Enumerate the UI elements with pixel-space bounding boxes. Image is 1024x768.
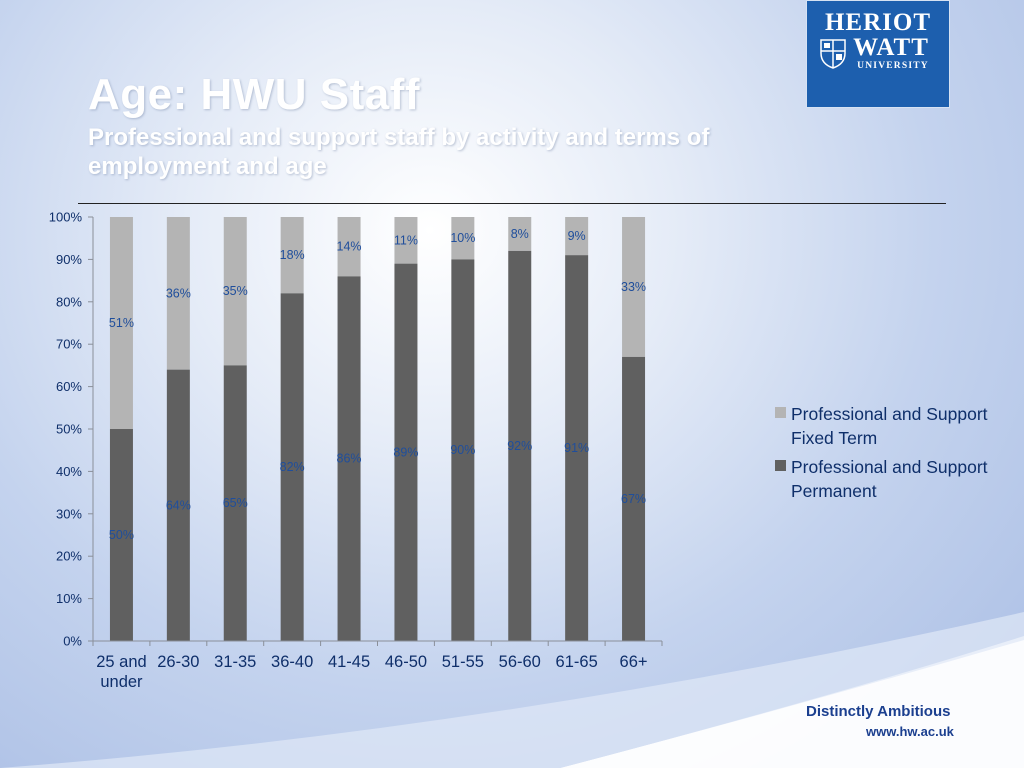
bar-fixed-term — [622, 217, 646, 357]
data-label-permanent: 64% — [166, 498, 191, 512]
bar-permanent — [451, 259, 475, 641]
y-tick-label: 20% — [56, 549, 82, 564]
data-label-permanent: 91% — [564, 441, 589, 455]
bar-permanent — [109, 429, 133, 641]
crest-icon — [820, 39, 846, 69]
data-label-permanent: 89% — [393, 445, 418, 459]
data-label-fixed-term: 14% — [337, 240, 362, 254]
legend-swatch-fixed-term — [775, 407, 786, 418]
y-tick-label: 40% — [56, 464, 82, 479]
legend-label-fixed-term: Professional and Support Fixed Term — [791, 404, 988, 448]
bar-permanent — [622, 356, 646, 641]
footer-tagline: Distinctly Ambitious — [806, 703, 951, 720]
logo-line1: HERIOT — [824, 9, 932, 36]
bar-permanent — [223, 365, 247, 641]
y-tick-label: 70% — [56, 337, 82, 352]
data-label-fixed-term: 10% — [450, 231, 475, 245]
data-label-permanent: 67% — [621, 492, 646, 506]
x-tick-label: 61-65 — [556, 653, 598, 671]
bar-fixed-term — [451, 217, 475, 260]
data-label-permanent: 92% — [507, 439, 532, 453]
bar-permanent — [166, 369, 190, 641]
x-tick-label: under — [100, 673, 143, 691]
legend-label-permanent: Professional and Support Permanent — [791, 457, 988, 501]
data-label-fixed-term: 35% — [223, 284, 248, 298]
data-label-permanent: 86% — [337, 452, 362, 466]
bar-permanent — [337, 276, 361, 641]
y-tick-label: 10% — [56, 591, 82, 606]
bar-fixed-term — [565, 217, 589, 256]
x-tick-label: 46-50 — [385, 653, 427, 671]
y-tick-label: 0% — [63, 634, 82, 649]
title-divider — [78, 203, 946, 204]
y-tick-label: 30% — [56, 506, 82, 521]
logo-line3: UNIVERSITY — [857, 61, 929, 71]
chart-legend: Professional and Support Fixed Term Prof… — [775, 402, 1005, 508]
legend-item-fixed-term: Professional and Support Fixed Term — [775, 402, 1005, 450]
bar-fixed-term — [394, 217, 418, 264]
data-label-fixed-term: 11% — [394, 233, 418, 247]
bar-permanent — [280, 293, 304, 641]
legend-item-permanent: Professional and Support Permanent — [775, 455, 1005, 503]
x-tick-label: 26-30 — [157, 653, 199, 671]
bar-fixed-term — [166, 217, 190, 370]
bar-permanent — [565, 255, 589, 641]
data-label-fixed-term: 51% — [109, 316, 134, 330]
x-tick-label: 41-45 — [328, 653, 370, 671]
y-tick-label: 50% — [56, 422, 82, 437]
bar-fixed-term — [280, 217, 304, 294]
x-tick-label: 25 and — [96, 653, 146, 671]
data-label-permanent: 82% — [280, 460, 305, 474]
x-tick-label: 51-55 — [442, 653, 484, 671]
y-tick-label: 60% — [56, 379, 82, 394]
bar-permanent — [394, 263, 418, 641]
x-tick-label: 36-40 — [271, 653, 313, 671]
data-label-fixed-term: 8% — [511, 227, 529, 241]
page-subtitle: Professional and support staff by activi… — [88, 124, 710, 180]
data-label-permanent: 50% — [109, 528, 134, 542]
bar-fixed-term — [337, 217, 361, 277]
legend-swatch-permanent — [775, 460, 786, 471]
bar-fixed-term — [223, 217, 247, 366]
y-tick-label: 100% — [49, 210, 83, 225]
heriot-watt-logo[interactable]: HERIOT WATT UNIVERSITY — [806, 0, 950, 108]
data-label-fixed-term: 33% — [621, 280, 646, 294]
data-label-fixed-term: 18% — [280, 248, 305, 262]
bar-permanent — [508, 250, 532, 642]
y-tick-label: 80% — [56, 294, 82, 309]
y-tick-label: 90% — [56, 252, 82, 267]
data-label-permanent: 65% — [223, 496, 248, 510]
x-tick-label: 31-35 — [214, 653, 256, 671]
logo-line2: WATT — [853, 34, 929, 61]
bar-fixed-term — [109, 217, 133, 429]
x-tick-label: 56-60 — [499, 653, 541, 671]
data-label-permanent: 90% — [450, 443, 475, 457]
footer-url[interactable]: www.hw.ac.uk — [866, 724, 954, 739]
data-label-fixed-term: 9% — [568, 229, 586, 243]
bar-fixed-term — [508, 217, 532, 251]
x-tick-label: 66+ — [620, 653, 648, 671]
data-label-fixed-term: 36% — [166, 286, 191, 300]
page-title: Age: HWU Staff — [88, 70, 421, 119]
